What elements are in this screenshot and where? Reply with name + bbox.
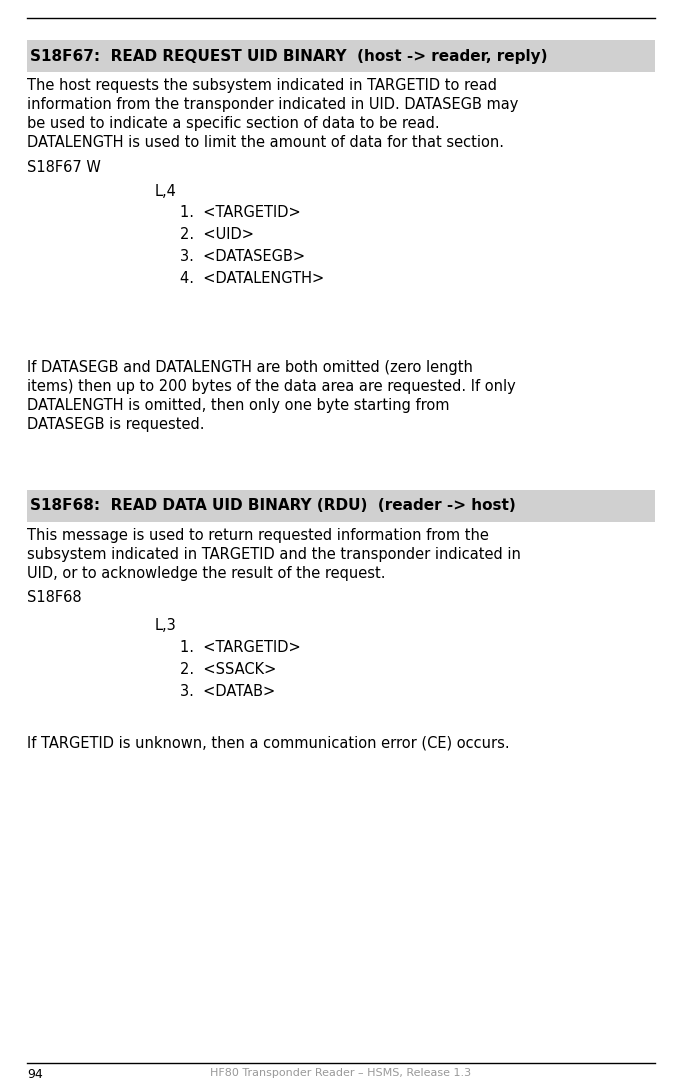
Text: S18F67 W: S18F67 W: [27, 160, 101, 175]
Text: 94: 94: [27, 1068, 43, 1081]
Text: L,4: L,4: [155, 184, 177, 199]
Text: 3.  <DATAB>: 3. <DATAB>: [180, 684, 276, 699]
Text: 3.  <DATASEGB>: 3. <DATASEGB>: [180, 249, 305, 264]
Text: DATALENGTH is omitted, then only one byte starting from: DATALENGTH is omitted, then only one byt…: [27, 398, 449, 413]
Text: DATASEGB is requested.: DATASEGB is requested.: [27, 417, 205, 432]
Text: 1.  <TARGETID>: 1. <TARGETID>: [180, 205, 301, 220]
Text: If DATASEGB and DATALENGTH are both omitted (zero length: If DATASEGB and DATALENGTH are both omit…: [27, 360, 473, 375]
Text: items) then up to 200 bytes of the data area are requested. If only: items) then up to 200 bytes of the data …: [27, 379, 516, 394]
Text: S18F68:  READ DATA UID BINARY (RDU)  (reader -> host): S18F68: READ DATA UID BINARY (RDU) (read…: [31, 499, 516, 514]
Text: This message is used to return requested information from the: This message is used to return requested…: [27, 528, 489, 543]
Text: information from the transponder indicated in UID. DATASEGB may: information from the transponder indicat…: [27, 97, 518, 112]
FancyBboxPatch shape: [27, 40, 655, 72]
Text: 2.  <SSACK>: 2. <SSACK>: [180, 662, 276, 678]
Text: S18F68: S18F68: [27, 590, 82, 606]
Text: 1.  <TARGETID>: 1. <TARGETID>: [180, 640, 301, 655]
Text: The host requests the subsystem indicated in TARGETID to read: The host requests the subsystem indicate…: [27, 77, 497, 93]
Text: S18F67:  READ REQUEST UID BINARY  (host -> reader, reply): S18F67: READ REQUEST UID BINARY (host ->…: [31, 48, 548, 63]
Text: be used to indicate a specific section of data to be read.: be used to indicate a specific section o…: [27, 116, 440, 131]
Text: If TARGETID is unknown, then a communication error (CE) occurs.: If TARGETID is unknown, then a communica…: [27, 736, 509, 751]
Text: L,3: L,3: [155, 618, 177, 633]
Text: HF80 Transponder Reader – HSMS, Release 1.3: HF80 Transponder Reader – HSMS, Release …: [211, 1068, 471, 1079]
Text: subsystem indicated in TARGETID and the transponder indicated in: subsystem indicated in TARGETID and the …: [27, 547, 521, 562]
Text: 4.  <DATALENGTH>: 4. <DATALENGTH>: [180, 271, 324, 286]
FancyBboxPatch shape: [27, 490, 655, 521]
Text: UID, or to acknowledge the result of the request.: UID, or to acknowledge the result of the…: [27, 566, 385, 582]
Text: DATALENGTH is used to limit the amount of data for that section.: DATALENGTH is used to limit the amount o…: [27, 135, 504, 149]
Text: 2.  <UID>: 2. <UID>: [180, 227, 254, 242]
